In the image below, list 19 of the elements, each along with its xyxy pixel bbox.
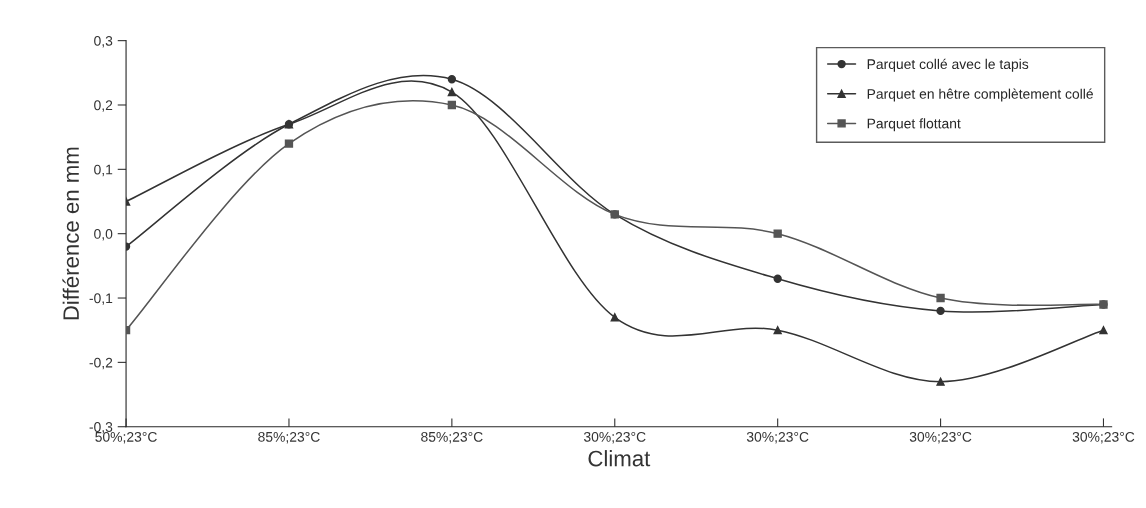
x-axis-title: Climat (588, 450, 651, 467)
x-tick-label: 30%;23°C (909, 431, 972, 444)
y-tick-label: 0,1 (94, 164, 113, 177)
x-tick-label: 85%;23°C (258, 431, 320, 444)
x-tick-label: 30%;23°C (583, 431, 646, 444)
y-tick-label: -0,1 (89, 293, 113, 305)
legend-label: Parquet flottant (867, 118, 961, 132)
x-tick-label: 30%;23°C (746, 431, 809, 444)
legend-label: Parquet collé avec le tapis (867, 58, 1029, 72)
y-tick-label: 0,0 (94, 229, 113, 241)
y-tick-label: -0,3 (89, 422, 113, 434)
x-tick-label: 30%;23°C (1072, 431, 1135, 444)
legend-label: Parquet en hêtre complètement collé (867, 88, 1093, 102)
x-tick-label: 50%;23°C (95, 431, 157, 444)
y-tick-label: 0,2 (94, 100, 113, 112)
y-tick-label: -0,2 (89, 357, 113, 370)
y-axis-title: Différence en mm (62, 147, 79, 320)
x-tick-label: 85%;23°C (421, 431, 483, 444)
y-tick-label: 0,3 (94, 35, 113, 48)
